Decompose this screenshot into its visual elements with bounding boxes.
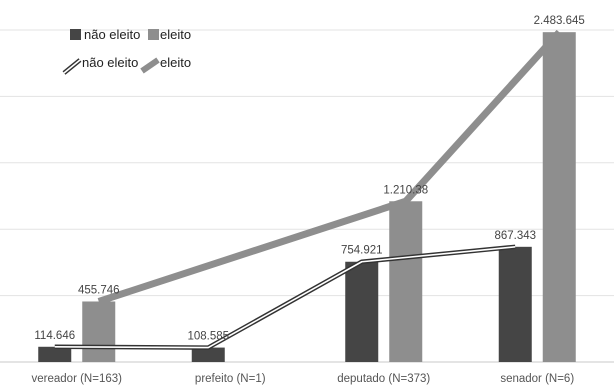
legend-swatch-eleito-line (140, 57, 160, 74)
trend-lines (54, 29, 562, 350)
x-tick-label-senador-n-6: senador (N=6) (500, 373, 574, 385)
bar-nao-eleito-deputado-n-373 (345, 261, 379, 362)
bar-eleito-vereador-n-163 (82, 301, 116, 362)
data-label-nao-eleito-senador-n-6: 867.343 (494, 230, 536, 242)
x-axis-tick-labels: vereador (N=163) prefeito (N=1) deputado (… (32, 373, 575, 385)
bar-eleito-senador-n-6 (542, 32, 576, 363)
x-tick-label-deputado-n-373: deputado (N=373) (337, 373, 430, 385)
bar-nao-eleito-vereador-n-163 (38, 346, 72, 362)
data-label-nao-eleito-vereador-n-163: 114.646 (34, 330, 75, 342)
data-label-nao-eleito-deputado-n-373: 754.921 (341, 245, 383, 257)
line-nao-eleito-inner (54, 246, 516, 349)
data-label-eleito-senador-n-6: 2.483.645 (534, 15, 585, 27)
bar-nao-eleito-senador-n-6 (498, 246, 532, 362)
legend-swatch-nao-eleito-bar (70, 29, 81, 40)
line-nao-eleito-outer (54, 244, 516, 350)
line-eleito (97, 29, 562, 305)
x-tick-label-vereador-n-163: vereador (N=163) (32, 373, 123, 385)
legend-label-nao-eleito-bar: não eleito (84, 27, 140, 42)
bars (38, 32, 576, 363)
legend-label-eleito-bar: eleito (160, 27, 191, 42)
data-label-nao-eleito-prefeito-n-1: 108.585 (187, 331, 229, 343)
legend: não eleito eleito não eleito eleito (62, 27, 191, 75)
legend-label-eleito-line: eleito (160, 55, 191, 70)
legend-swatch-nao-eleito-line (62, 58, 82, 75)
line-nao-eleito (54, 244, 516, 350)
data-labels: 114.646 108.585 754.921 867.343 455.746 1.210… (34, 15, 584, 342)
legend-swatch-eleito-bar (148, 29, 159, 40)
data-label-eleito-deputado-n-373: 1.210.38 (383, 184, 428, 196)
bar-eleito-deputado-n-373 (389, 201, 423, 362)
data-label-eleito-vereador-n-163: 455.746 (78, 284, 120, 296)
x-tick-label-prefeito-n-1: prefeito (N=1) (195, 373, 266, 385)
bar-nao-eleito-prefeito-n-1 (191, 347, 225, 362)
legend-label-nao-eleito-line: não eleito (82, 55, 138, 70)
